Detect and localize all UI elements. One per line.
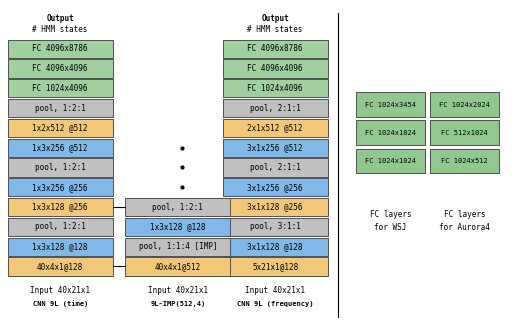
Bar <box>8 178 113 196</box>
Text: FC 1024x4096: FC 1024x4096 <box>32 84 88 93</box>
Text: 1x3x128 @256: 1x3x128 @256 <box>32 203 88 212</box>
Text: for WSJ: for WSJ <box>374 223 407 232</box>
Bar <box>8 257 113 276</box>
Text: FC 4096x8786: FC 4096x8786 <box>247 44 303 53</box>
Bar <box>223 257 328 276</box>
Bar <box>125 257 230 276</box>
Text: Output: Output <box>261 14 289 23</box>
Text: pool, 1:2:1: pool, 1:2:1 <box>35 222 86 231</box>
Bar <box>223 158 328 177</box>
Text: 3x1x256 @256: 3x1x256 @256 <box>247 183 303 192</box>
Bar <box>8 79 113 97</box>
Text: 9L-IMP(512,4): 9L-IMP(512,4) <box>151 301 205 307</box>
Text: 40x4x1@512: 40x4x1@512 <box>155 262 201 271</box>
Bar <box>125 238 230 256</box>
Text: Input 40x21x1: Input 40x21x1 <box>30 286 90 295</box>
Text: FC 1024x1024: FC 1024x1024 <box>365 158 416 164</box>
Bar <box>8 238 113 256</box>
Bar <box>430 92 499 117</box>
Bar <box>8 40 113 58</box>
Text: pool, 1:2:1: pool, 1:2:1 <box>35 163 86 172</box>
Bar <box>125 218 230 236</box>
Bar <box>356 120 425 145</box>
Bar <box>8 158 113 177</box>
Text: # HMM states: # HMM states <box>247 25 303 34</box>
Bar <box>8 198 113 216</box>
Bar <box>8 139 113 157</box>
Bar <box>223 119 328 137</box>
Text: pool, 2:1:1: pool, 2:1:1 <box>250 104 301 113</box>
Text: pool, 1:2:1: pool, 1:2:1 <box>153 203 203 212</box>
Text: Input 40x21x1: Input 40x21x1 <box>245 286 305 295</box>
Text: FC 4096x4096: FC 4096x4096 <box>32 64 88 73</box>
Text: FC 512x1024: FC 512x1024 <box>441 130 488 136</box>
Text: 3x1x128 @128: 3x1x128 @128 <box>247 242 303 251</box>
Text: 1x3x256 @512: 1x3x256 @512 <box>32 143 88 152</box>
Text: FC 4096x4096: FC 4096x4096 <box>247 64 303 73</box>
Text: 1x3x256 @256: 1x3x256 @256 <box>32 183 88 192</box>
Bar <box>223 178 328 196</box>
Bar <box>356 148 425 173</box>
Text: CNN 9L (frequency): CNN 9L (frequency) <box>237 301 313 307</box>
Bar <box>8 99 113 117</box>
Text: Input 40x21x1: Input 40x21x1 <box>148 286 208 295</box>
Bar <box>223 139 328 157</box>
Bar <box>223 99 328 117</box>
Bar <box>8 119 113 137</box>
Text: FC 1024x1024: FC 1024x1024 <box>365 130 416 136</box>
Text: FC 1024x512: FC 1024x512 <box>441 158 488 164</box>
Bar <box>430 120 499 145</box>
Text: FC 1024x3454: FC 1024x3454 <box>365 102 416 108</box>
Text: FC layers: FC layers <box>370 210 411 219</box>
Bar <box>8 59 113 78</box>
Text: pool, 2:1:1: pool, 2:1:1 <box>250 163 301 172</box>
Bar <box>430 148 499 173</box>
Bar <box>223 40 328 58</box>
Text: 1x3x128 @128: 1x3x128 @128 <box>32 242 88 251</box>
Text: FC 1024x4096: FC 1024x4096 <box>247 84 303 93</box>
Bar <box>8 218 113 236</box>
Text: 2x1x512 @512: 2x1x512 @512 <box>247 123 303 132</box>
Text: 40x4x1@128: 40x4x1@128 <box>37 262 83 271</box>
Text: FC 1024x2024: FC 1024x2024 <box>439 102 490 108</box>
Bar <box>223 79 328 97</box>
Bar <box>356 92 425 117</box>
Bar <box>223 218 328 236</box>
Text: FC 4096x8786: FC 4096x8786 <box>32 44 88 53</box>
Text: 3x1x128 @256: 3x1x128 @256 <box>247 203 303 212</box>
Text: pool, 1:1:4 [IMP]: pool, 1:1:4 [IMP] <box>139 242 217 251</box>
Text: 1x3x128 @128: 1x3x128 @128 <box>150 222 206 231</box>
Text: FC layers: FC layers <box>444 210 485 219</box>
Text: pool, 3:1:1: pool, 3:1:1 <box>250 222 301 231</box>
Text: for Aurora4: for Aurora4 <box>439 223 490 232</box>
Text: 5x21x1@128: 5x21x1@128 <box>252 262 298 271</box>
Bar <box>223 198 328 216</box>
Text: CNN 9L (time): CNN 9L (time) <box>33 300 88 307</box>
Bar <box>223 59 328 78</box>
Text: 1x2x512 @512: 1x2x512 @512 <box>32 123 88 132</box>
Text: Output: Output <box>46 14 74 23</box>
Text: # HMM states: # HMM states <box>32 25 88 34</box>
Text: 3x1x256 @512: 3x1x256 @512 <box>247 143 303 152</box>
Text: pool, 1:2:1: pool, 1:2:1 <box>35 104 86 113</box>
Bar <box>223 238 328 256</box>
Bar <box>125 198 230 216</box>
